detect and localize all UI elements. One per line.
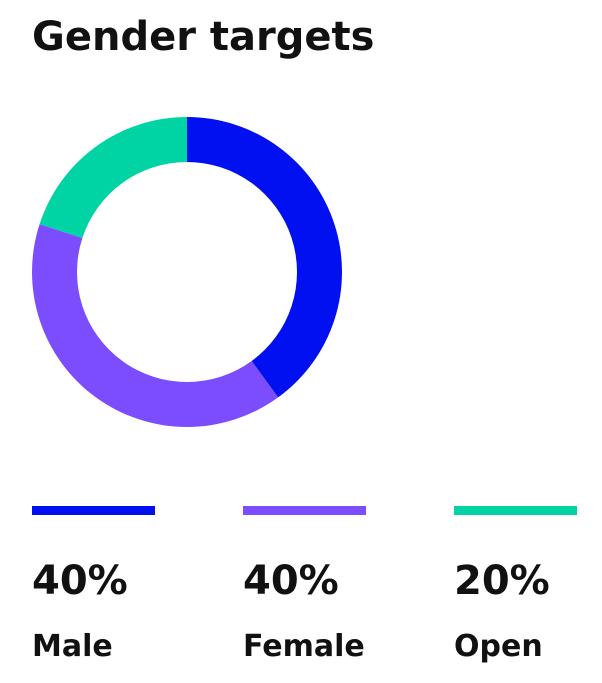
value-label: 40% <box>243 558 339 604</box>
legend-swatch <box>454 506 577 515</box>
donut-segment <box>32 224 279 427</box>
value-label: 20% <box>454 558 550 604</box>
donut-segment <box>39 117 187 239</box>
legend-swatch <box>243 506 366 515</box>
legend-swatch <box>32 506 155 515</box>
legend-label: Male <box>32 629 113 664</box>
chart-title: Gender targets <box>32 14 374 60</box>
legend-label: Female <box>243 629 365 664</box>
legend-label: Open <box>454 629 543 664</box>
value-label: 40% <box>32 558 128 604</box>
donut-segment <box>187 117 342 398</box>
